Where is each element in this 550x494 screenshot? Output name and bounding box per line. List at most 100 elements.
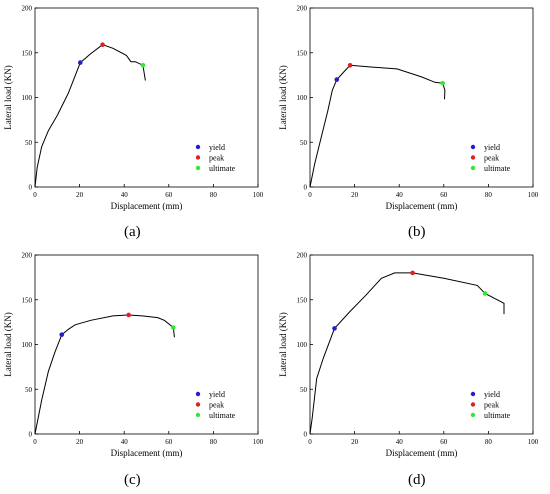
y-tick-label: 50 xyxy=(25,139,33,147)
y-axis-label: Lateral load (KN) xyxy=(3,65,13,129)
x-tick-label: 20 xyxy=(351,191,359,199)
y-tick-label: 200 xyxy=(22,5,33,13)
panel-caption-a: (a) xyxy=(124,224,141,240)
y-tick-label: 0 xyxy=(29,431,33,439)
chart-panel-b: 0 20 40 60 80 100 0 50 100 150 200 Displacement (mm… xyxy=(278,5,539,212)
legend-marker-peak xyxy=(195,155,201,160)
y-tick-label: 150 xyxy=(297,49,308,57)
legend-marker-yield xyxy=(195,391,201,397)
ultimate-point xyxy=(440,80,445,86)
y-tick-label: 0 xyxy=(304,184,308,192)
y-axis-label: Lateral load (KN) xyxy=(278,65,288,129)
peak-point xyxy=(126,312,131,318)
legend-label-ultimate: ultimate xyxy=(484,164,511,173)
x-tick-label: 80 xyxy=(485,438,493,446)
y-tick-label: 100 xyxy=(297,94,308,102)
legend-label-yield: yield xyxy=(484,390,500,399)
plot-frame xyxy=(309,7,534,188)
legend-label-peak: peak xyxy=(484,153,499,162)
x-tick-label: 0 xyxy=(33,191,37,199)
panel-caption-d: (d) xyxy=(408,472,426,488)
x-axis-label: Displacement (mm) xyxy=(386,448,458,458)
y-tick-label: 50 xyxy=(25,386,33,394)
x-tick-label: 80 xyxy=(210,191,218,199)
x-axis-label: Displacement (mm) xyxy=(111,448,183,458)
chart-panel-c: 0 20 40 60 80 100 0 50 100 150 200 Displacement (mm… xyxy=(3,252,264,459)
y-tick-label: 0 xyxy=(304,431,308,439)
legend-label-yield: yield xyxy=(484,143,500,152)
y-tick-label: 100 xyxy=(297,341,308,349)
legend-label-peak: peak xyxy=(209,400,224,409)
y-tick-label: 150 xyxy=(297,296,308,304)
legend-label-peak: peak xyxy=(484,400,499,409)
panel-caption-c: (c) xyxy=(124,472,141,488)
ultimate-point xyxy=(482,291,488,296)
legend-label-yield: yield xyxy=(209,390,225,399)
x-axis-label: Displacement (mm) xyxy=(111,201,183,211)
load-displacement-curve xyxy=(34,44,146,188)
y-tick-label: 150 xyxy=(22,49,33,57)
x-tick-label: 40 xyxy=(396,191,404,199)
x-tick-label: 60 xyxy=(440,191,448,199)
y-tick-label: 150 xyxy=(22,296,33,304)
x-tick-label: 100 xyxy=(528,191,539,199)
legend-marker-yield xyxy=(195,144,201,150)
plot-frame xyxy=(34,7,259,188)
peak-point xyxy=(410,270,415,276)
peak-point xyxy=(347,62,353,68)
load-displacement-curve xyxy=(309,64,446,188)
yield-point xyxy=(334,77,340,82)
x-tick-label: 100 xyxy=(253,438,264,446)
y-tick-label: 100 xyxy=(22,341,33,349)
legend-marker-ultimate xyxy=(470,412,476,418)
x-tick-label: 100 xyxy=(528,438,539,446)
x-tick-label: 80 xyxy=(485,191,493,199)
load-displacement-curve xyxy=(309,272,505,435)
x-tick-label: 80 xyxy=(210,438,218,446)
x-tick-label: 0 xyxy=(33,438,37,446)
y-tick-label: 200 xyxy=(22,252,33,260)
legend-label-ultimate: ultimate xyxy=(484,411,511,420)
y-tick-label: 50 xyxy=(300,386,308,394)
y-tick-label: 0 xyxy=(29,184,33,192)
legend-marker-ultimate xyxy=(195,412,201,418)
y-tick-label: 200 xyxy=(297,252,308,260)
x-tick-label: 60 xyxy=(165,191,173,199)
legend-marker-peak xyxy=(195,402,201,407)
plot-frame xyxy=(309,254,534,435)
legend-marker-ultimate xyxy=(195,165,201,171)
plot-frame xyxy=(34,254,259,435)
x-tick-label: 100 xyxy=(253,191,264,199)
x-tick-label: 0 xyxy=(308,191,312,199)
legend-label-ultimate: ultimate xyxy=(209,164,236,173)
legend-marker-peak xyxy=(470,402,476,407)
y-tick-label: 200 xyxy=(297,5,308,13)
y-tick-label: 100 xyxy=(22,94,33,102)
x-tick-label: 20 xyxy=(351,438,359,446)
x-tick-label: 60 xyxy=(440,438,448,446)
load-displacement-curve xyxy=(34,314,175,435)
yield-point xyxy=(332,326,337,331)
chart-panel-a: 0 20 40 60 80 100 0 50 100 150 200 Displacement (mm… xyxy=(3,5,264,212)
chart-panel-d: 0 20 40 60 80 100 0 50 100 150 200 Displacement (mm… xyxy=(278,252,539,459)
panel-caption-b: (b) xyxy=(408,224,426,240)
ultimate-point xyxy=(170,325,176,330)
x-tick-label: 20 xyxy=(76,191,84,199)
peak-point xyxy=(100,42,105,47)
legend-marker-ultimate xyxy=(470,165,476,171)
legend-marker-yield xyxy=(470,391,476,397)
x-tick-label: 20 xyxy=(76,438,84,446)
legend-marker-peak xyxy=(470,155,476,160)
x-tick-label: 40 xyxy=(121,191,129,199)
x-axis-label: Displacement (mm) xyxy=(386,201,458,211)
x-tick-label: 60 xyxy=(165,438,173,446)
legend-label-yield: yield xyxy=(209,143,225,152)
legend-label-peak: peak xyxy=(209,153,224,162)
legend-label-ultimate: ultimate xyxy=(209,411,236,420)
x-tick-label: 40 xyxy=(396,438,404,446)
ultimate-point xyxy=(140,62,146,68)
x-tick-label: 40 xyxy=(121,438,129,446)
legend-marker-yield xyxy=(470,144,476,150)
y-axis-label: Lateral load (KN) xyxy=(3,312,13,376)
